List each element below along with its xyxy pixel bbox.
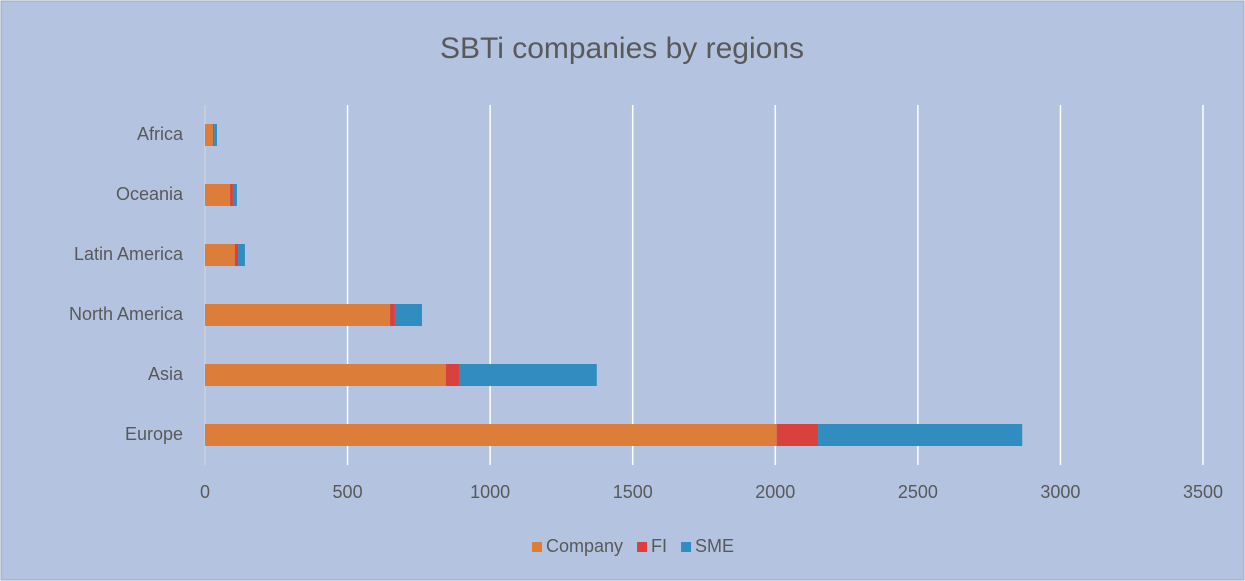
y-tick-label: Africa: [137, 124, 184, 144]
bar-segment: [390, 304, 395, 326]
bar-segment: [445, 364, 460, 386]
bar-segment: [234, 244, 239, 266]
x-tick-label: 500: [333, 482, 363, 502]
bar-segment: [205, 244, 235, 266]
x-tick-label: 3500: [1183, 482, 1223, 502]
bar-segment: [394, 304, 422, 326]
bar-segment: [776, 424, 819, 446]
x-tick-label: 2000: [755, 482, 795, 502]
legend-swatch: [681, 542, 692, 552]
bar-segment: [205, 424, 777, 446]
bar-segment: [205, 124, 213, 146]
legend-label: FI: [651, 536, 667, 556]
y-tick-label: Europe: [125, 424, 183, 444]
bar-segment: [818, 424, 1023, 446]
legend-swatch: [532, 542, 542, 552]
bar-segment: [238, 244, 245, 266]
bar-segment: [459, 364, 597, 386]
x-tick-label: 1000: [470, 482, 510, 502]
chart-title: SBTi companies by regions: [440, 32, 804, 65]
legend-swatch: [637, 542, 648, 552]
bar-segment: [232, 184, 237, 206]
bar-segment: [205, 304, 391, 326]
x-tick-label: 2500: [898, 482, 938, 502]
legend-label: SME: [695, 536, 734, 556]
bar-segment: [205, 184, 231, 206]
bar-segment: [205, 364, 446, 386]
legend-label: Company: [546, 536, 623, 556]
bar-segment: [230, 184, 233, 206]
y-tick-label: Latin America: [74, 244, 184, 264]
bar-segment: [214, 124, 217, 146]
y-tick-label: Oceania: [116, 184, 184, 204]
x-tick-label: 0: [200, 482, 210, 502]
x-tick-label: 3000: [1040, 482, 1080, 502]
y-tick-label: North America: [69, 304, 184, 324]
bar-segment: [212, 124, 215, 146]
y-tick-label: Asia: [148, 364, 184, 384]
x-tick-label: 1500: [613, 482, 653, 502]
